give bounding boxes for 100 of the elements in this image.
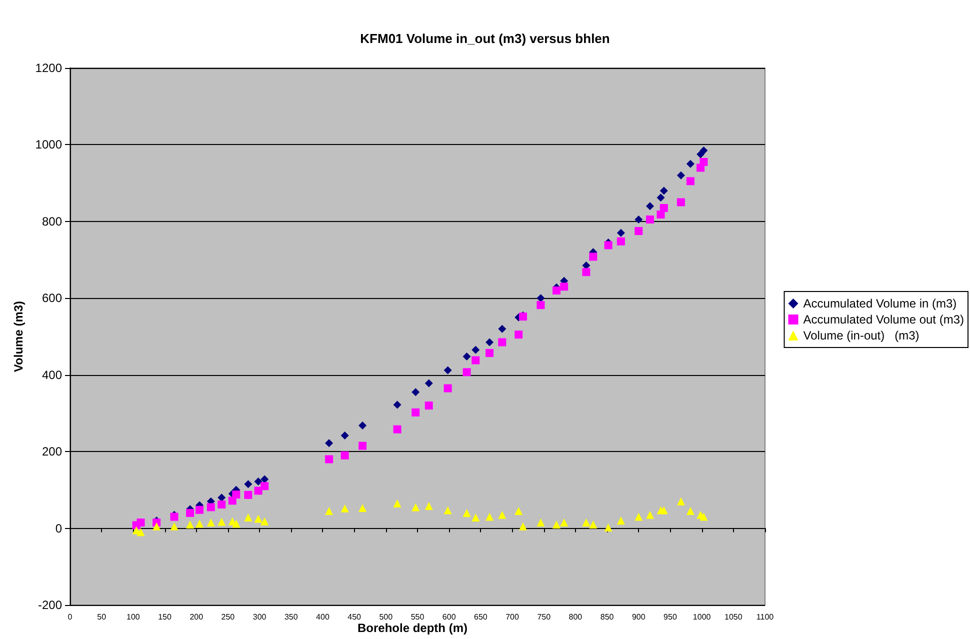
point bbox=[700, 146, 708, 154]
point bbox=[552, 520, 560, 528]
point bbox=[560, 282, 568, 291]
point bbox=[462, 352, 471, 360]
x-tick-label: 900 bbox=[632, 612, 646, 622]
y-tick-label: 600 bbox=[42, 291, 62, 306]
point bbox=[393, 499, 402, 508]
x-tick-label: 550 bbox=[410, 612, 425, 622]
point bbox=[616, 516, 625, 525]
point bbox=[519, 522, 528, 530]
point bbox=[646, 216, 654, 224]
x-tick-label: 750 bbox=[537, 612, 552, 622]
point bbox=[498, 338, 506, 346]
y-axis-title: Volume (m3) bbox=[11, 300, 26, 372]
point bbox=[656, 194, 665, 202]
point bbox=[358, 442, 367, 450]
x-tick-label: 200 bbox=[190, 612, 204, 622]
point bbox=[260, 475, 269, 484]
legend-label: Volume (in-out) (m3) bbox=[803, 328, 920, 342]
point bbox=[686, 177, 694, 186]
point bbox=[634, 216, 643, 224]
point bbox=[676, 198, 685, 206]
point bbox=[686, 507, 694, 516]
point bbox=[393, 400, 402, 409]
x-tick-label: 1050 bbox=[724, 612, 743, 622]
x-tick-label: 0 bbox=[68, 612, 73, 622]
y-tick-label: 200 bbox=[42, 444, 62, 459]
point bbox=[514, 507, 523, 516]
point bbox=[589, 252, 598, 261]
point bbox=[582, 518, 590, 527]
point bbox=[676, 171, 685, 180]
point bbox=[218, 518, 226, 526]
point bbox=[412, 388, 420, 396]
x-tick-label: 800 bbox=[568, 612, 583, 622]
point bbox=[254, 477, 262, 486]
point bbox=[244, 490, 252, 499]
x-tick-label: 350 bbox=[284, 612, 298, 622]
point bbox=[325, 455, 334, 464]
point bbox=[444, 506, 452, 514]
point bbox=[325, 507, 334, 516]
point bbox=[232, 490, 240, 499]
point bbox=[444, 366, 452, 374]
point bbox=[462, 368, 471, 376]
point bbox=[260, 517, 269, 526]
point bbox=[152, 522, 161, 530]
point bbox=[358, 421, 367, 430]
point bbox=[472, 356, 480, 364]
point bbox=[700, 158, 708, 166]
x-tick-label: 250 bbox=[221, 612, 236, 622]
point bbox=[424, 502, 433, 510]
point bbox=[498, 510, 506, 519]
point bbox=[206, 503, 215, 512]
point bbox=[196, 506, 204, 514]
point bbox=[486, 512, 494, 521]
x-tick-label: 150 bbox=[158, 612, 172, 622]
point bbox=[472, 346, 480, 354]
x-tick-label: 100 bbox=[126, 612, 140, 622]
point bbox=[412, 408, 420, 416]
point bbox=[486, 338, 494, 346]
point bbox=[646, 510, 654, 519]
point bbox=[686, 160, 694, 168]
y-tick-label: 1200 bbox=[35, 61, 62, 75]
x-tick-label: 450 bbox=[348, 612, 362, 622]
point bbox=[514, 330, 523, 339]
x-tick-label: 50 bbox=[97, 612, 107, 622]
point bbox=[676, 497, 685, 506]
point bbox=[424, 402, 433, 410]
point bbox=[646, 202, 654, 210]
point bbox=[536, 294, 545, 302]
point bbox=[536, 518, 545, 527]
x-tick-label: 1100 bbox=[756, 612, 774, 622]
point bbox=[232, 520, 240, 528]
point bbox=[700, 512, 708, 521]
point bbox=[186, 508, 194, 517]
x-tick-label: 500 bbox=[379, 612, 394, 622]
point bbox=[604, 524, 612, 532]
point bbox=[582, 268, 590, 276]
point bbox=[358, 504, 367, 512]
legend-label: Accumulated Volume out (m3) bbox=[803, 312, 964, 326]
point bbox=[552, 286, 560, 294]
point bbox=[616, 228, 625, 237]
point bbox=[218, 500, 226, 509]
y-tick-label: -200 bbox=[38, 598, 62, 612]
point bbox=[424, 379, 433, 388]
point bbox=[412, 503, 420, 512]
x-tick-label: 650 bbox=[474, 612, 488, 622]
x-axis-title: Borehole depth (m) bbox=[358, 621, 468, 635]
y-tick-label: 800 bbox=[42, 214, 62, 228]
point bbox=[462, 508, 471, 517]
point bbox=[486, 348, 494, 357]
legend-label: Accumulated Volume in (m3) bbox=[803, 296, 957, 310]
point bbox=[634, 512, 643, 521]
x-tick-label: 300 bbox=[252, 612, 267, 622]
point bbox=[604, 241, 612, 250]
point bbox=[186, 520, 194, 528]
chart-title: KFM01 Volume in_out (m3) versus bhlen bbox=[360, 31, 610, 46]
x-tick-label: 850 bbox=[600, 612, 614, 622]
point bbox=[444, 384, 452, 392]
point bbox=[660, 204, 668, 212]
point bbox=[196, 520, 204, 528]
